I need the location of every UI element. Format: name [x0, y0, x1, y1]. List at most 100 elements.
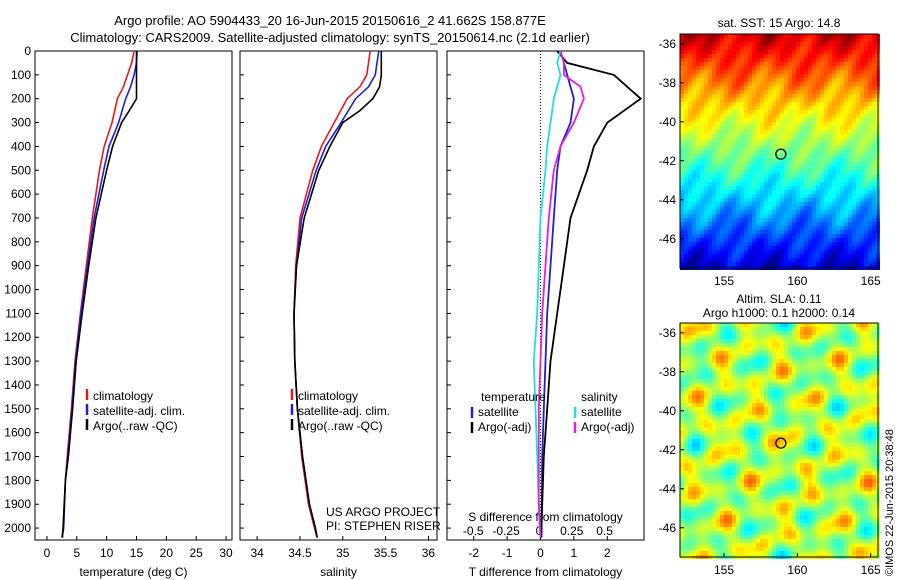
- y-tick-label: 600: [11, 187, 31, 201]
- map-x-tick-label: 160: [787, 274, 807, 288]
- legend-label: Argo(..raw -QC): [93, 419, 178, 433]
- x-axis-label: temperature (deg C): [79, 565, 187, 579]
- top-tick-label: -0.5: [463, 524, 484, 538]
- diff-line-2: [532, 50, 562, 538]
- top-tick-label: -0.25: [492, 524, 520, 538]
- x-tick-label: 35.5: [374, 546, 398, 560]
- x-tick-label: 0: [44, 546, 51, 560]
- y-tick-label: 1200: [4, 330, 31, 344]
- map-x-tick-label: 165: [861, 274, 881, 288]
- x-tick-label: 34.5: [288, 546, 312, 560]
- legend-label: satellite-adj. clim.: [298, 404, 390, 418]
- sst-title: sat. SST: 15 Argo: 14.8: [718, 16, 841, 30]
- map-x-tick-label: 160: [787, 563, 807, 577]
- legend-label: climatology: [93, 389, 153, 403]
- difference-profile-frame: [446, 50, 645, 541]
- x-tick-label: 20: [160, 546, 174, 560]
- project-label: US ARGO PROJECT: [326, 505, 441, 519]
- pi-label: PI: STEPHEN RISER: [326, 519, 441, 533]
- y-tick-label: 200: [11, 92, 31, 106]
- top-axis-label: S difference from climatology: [468, 510, 623, 524]
- top-tick-label: 0.25: [560, 524, 584, 538]
- x-tick-label: -1: [502, 546, 513, 560]
- x-tick-label: 36: [422, 546, 436, 560]
- legend-label: climatology: [298, 389, 358, 403]
- x-axis-label: salinity: [320, 565, 357, 579]
- imos-stamp: ©IMOS 22-Jun-2015 20:38:48: [884, 429, 896, 576]
- map-y-tick-label: -44: [659, 482, 677, 496]
- map-y-tick-label: -36: [659, 326, 677, 340]
- y-tick-label: 1000: [4, 283, 31, 297]
- x-axis-label: T difference from climatology: [469, 565, 623, 579]
- x-tick-label: 0: [537, 546, 544, 560]
- map-y-tick-label: -38: [659, 365, 677, 379]
- x-tick-label: 25: [190, 546, 204, 560]
- temperature-profile-frame: [34, 50, 233, 541]
- chart-title-line2: Climatology: CARS2009. Satellite-adjuste…: [70, 30, 590, 45]
- y-tick-label: 2000: [4, 521, 31, 535]
- x-tick-label: 35: [336, 546, 350, 560]
- legend-label: Argo(..raw -QC): [298, 419, 383, 433]
- diff-line-1: [540, 50, 643, 538]
- y-tick-label: 1600: [4, 426, 31, 440]
- y-tick-label: 700: [11, 211, 31, 225]
- series-line-0: [293, 50, 371, 538]
- series-line-2: [293, 51, 383, 538]
- map-y-tick-label: -44: [659, 193, 677, 207]
- top-tick-label: 0: [536, 524, 543, 538]
- legend-label: satellite: [478, 405, 519, 419]
- sla-map: [680, 323, 880, 559]
- map-y-tick-label: -46: [659, 521, 677, 535]
- map-y-tick-label: -40: [659, 115, 677, 129]
- sla-title-1: Altim. SLA: 0.11: [736, 292, 821, 306]
- legend-head-temp: temperature: [481, 390, 546, 404]
- salinity-profile-frame: [239, 50, 438, 541]
- map-y-tick-label: -42: [659, 443, 677, 457]
- map-y-tick-label: -38: [659, 76, 677, 90]
- sla-map-frame: [679, 322, 879, 558]
- legend-label: Argo(-adj): [581, 420, 634, 434]
- map-y-tick-label: -42: [659, 154, 677, 168]
- sla-title-2: Argo h1000: 0.1 h2000: 0.14: [703, 306, 855, 320]
- legend-label: satellite: [581, 405, 622, 419]
- y-tick-label: 100: [11, 68, 31, 82]
- y-tick-label: 1700: [4, 450, 31, 464]
- x-tick-label: 1: [571, 546, 578, 560]
- chart-title-line1: Argo profile: AO 5904433_20 16-Jun-2015 …: [114, 13, 546, 28]
- x-tick-label: 5: [73, 546, 80, 560]
- x-tick-label: 10: [100, 546, 114, 560]
- x-tick-label: 15: [130, 546, 144, 560]
- series-line-2: [61, 51, 138, 538]
- y-tick-label: 900: [11, 259, 31, 273]
- y-tick-label: 400: [11, 139, 31, 153]
- map-y-tick-label: -40: [659, 404, 677, 418]
- x-tick-label: 34: [250, 546, 264, 560]
- legend-head-sal: salinity: [581, 390, 618, 404]
- sst-map-frame: [679, 33, 879, 269]
- sst-map: [680, 34, 880, 270]
- x-tick-label: 2: [604, 546, 611, 560]
- argo-position-marker: [775, 437, 787, 449]
- y-tick-label: 1400: [4, 378, 31, 392]
- map-x-tick-label: 155: [714, 563, 734, 577]
- y-tick-label: 1100: [5, 306, 31, 320]
- map-x-tick-label: 165: [861, 563, 881, 577]
- y-tick-label: 1300: [4, 354, 31, 368]
- x-tick-label: 30: [219, 546, 233, 560]
- y-tick-label: 1500: [4, 402, 31, 416]
- diff-line-0: [540, 50, 575, 538]
- y-tick-label: 300: [11, 116, 31, 130]
- legend-label: satellite-adj. clim.: [93, 404, 185, 418]
- top-tick-label: 0.5: [596, 524, 613, 538]
- map-y-tick-label: -46: [659, 232, 677, 246]
- y-tick-label: 0: [24, 44, 31, 58]
- argo-position-marker: [775, 148, 787, 160]
- map-x-tick-label: 155: [714, 274, 734, 288]
- y-tick-label: 500: [11, 163, 31, 177]
- y-tick-label: 1800: [4, 473, 31, 487]
- legend-label: Argo(-adj): [478, 420, 531, 434]
- diff-line-3: [537, 50, 585, 538]
- x-tick-label: -2: [468, 546, 479, 560]
- y-tick-label: 1900: [4, 497, 31, 511]
